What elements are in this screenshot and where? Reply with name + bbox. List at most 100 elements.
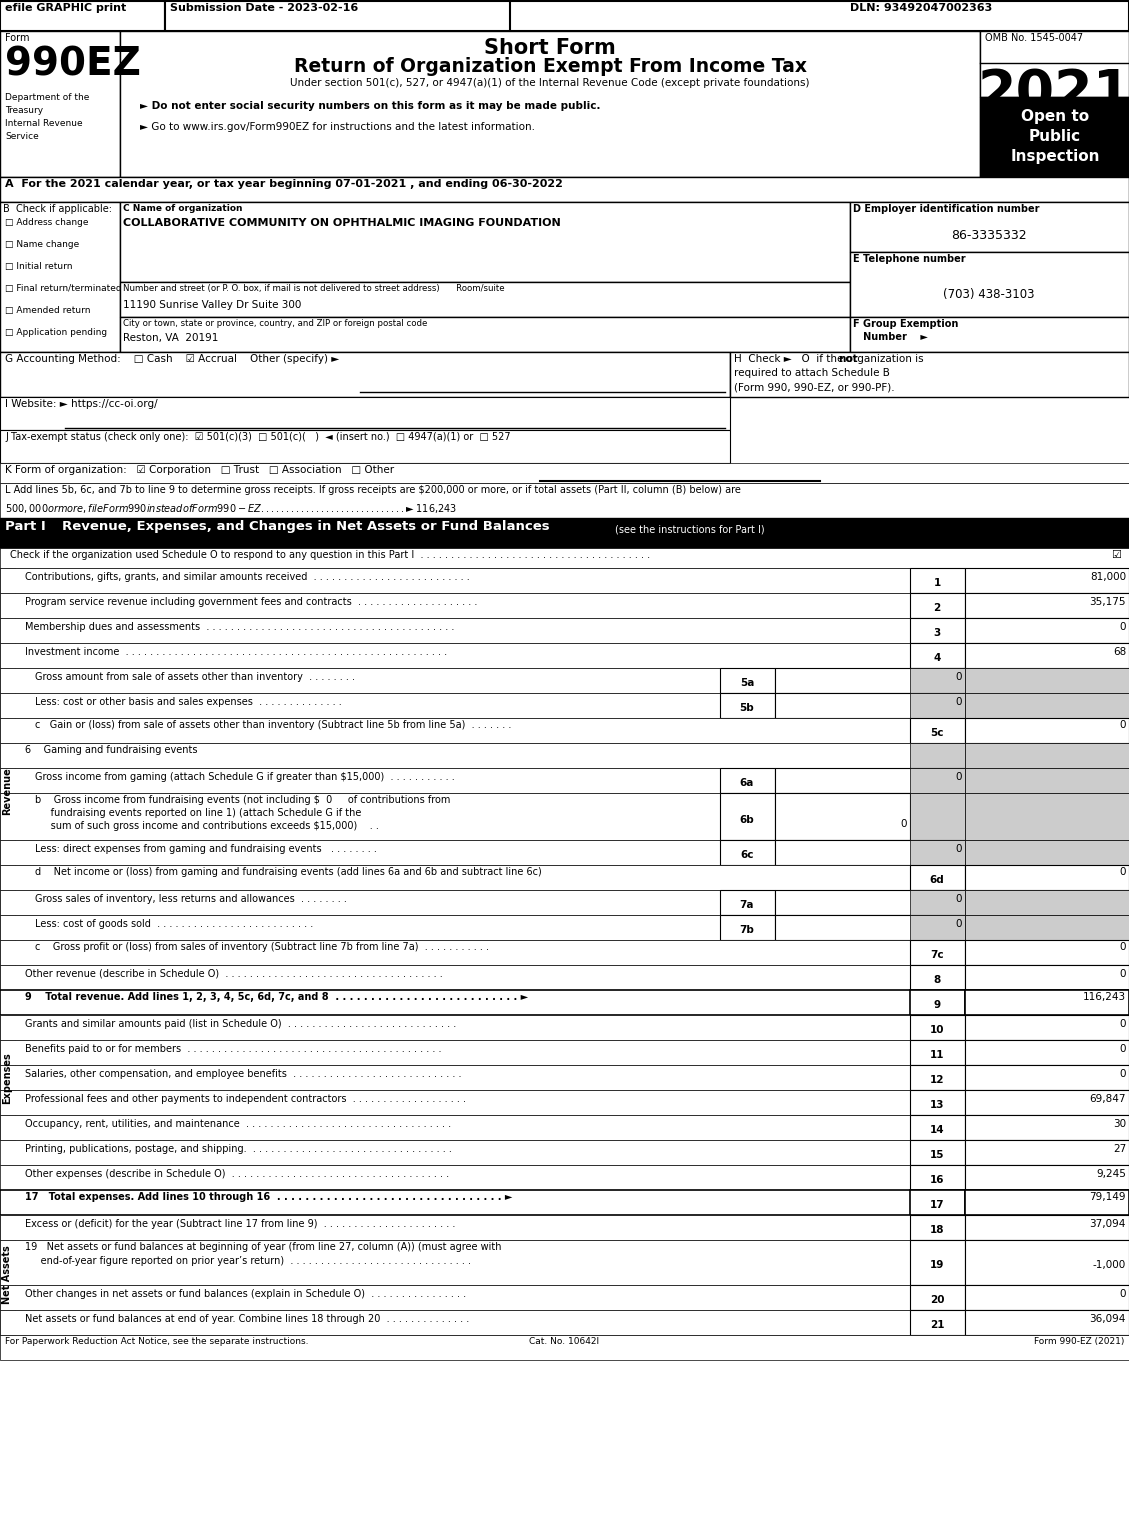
Text: b    Gross income from fundraising events (not including $  0     of contributio: b Gross income from fundraising events (… [35,795,450,805]
Text: 1: 1 [934,578,940,589]
Text: end-of-year figure reported on prior year’s return)  . . . . . . . . . . . . . .: end-of-year figure reported on prior yea… [25,1257,471,1266]
Text: 4: 4 [934,653,940,663]
Text: Gross sales of inventory, less returns and allowances  . . . . . . . .: Gross sales of inventory, less returns a… [35,894,347,904]
Bar [0,352,730,396]
Bar [0,1016,15,1141]
Bar [0,743,1129,769]
Bar [774,793,910,840]
Text: 0: 0 [1120,942,1126,952]
Bar [910,840,965,865]
Bar [0,547,1129,567]
Bar [774,769,965,793]
Text: A  For the 2021 calendar year, or tax year beginning 07-01-2021 , and ending 06-: A For the 2021 calendar year, or tax yea… [5,178,563,189]
Bar [0,718,1129,743]
Text: 19: 19 [930,1260,944,1270]
Bar [0,769,1129,793]
Bar [965,743,1129,769]
Bar [774,668,965,692]
Bar [965,1190,1129,1215]
Text: B  Check if applicable:: B Check if applicable: [3,204,112,214]
Text: ► Go to www.irs.gov/Form990EZ for instructions and the latest information.: ► Go to www.irs.gov/Form990EZ for instru… [140,122,535,133]
Text: □ Initial return: □ Initial return [5,262,72,271]
Bar [0,1215,1129,1240]
Bar [0,668,1129,692]
Text: For Paperwork Reduction Act Notice, see the separate instructions.: For Paperwork Reduction Act Notice, see … [5,1337,308,1347]
Bar [965,840,1129,865]
Text: 17: 17 [929,1200,944,1209]
Bar [774,840,965,865]
Text: (see the instructions for Part I): (see the instructions for Part I) [615,525,764,534]
Text: 0: 0 [955,894,962,904]
Text: City or town, state or province, country, and ZIP or foreign postal code: City or town, state or province, country… [123,319,428,328]
Text: Less: cost of goods sold  . . . . . . . . . . . . . . . . . . . . . . . . . .: Less: cost of goods sold . . . . . . . .… [35,920,313,929]
Text: Return of Organization Exempt From Income Tax: Return of Organization Exempt From Incom… [294,56,806,76]
Text: 81,000: 81,000 [1089,572,1126,583]
Text: 9: 9 [934,1000,940,1010]
Bar [0,965,1129,990]
Text: 0: 0 [1120,1019,1126,1029]
Text: Revenue, Expenses, and Changes in Net Assets or Fund Balances: Revenue, Expenses, and Changes in Net As… [62,520,550,534]
Bar [965,718,1129,743]
Bar [720,915,774,939]
Text: Under section 501(c), 527, or 4947(a)(1) of the Internal Revenue Code (except pr: Under section 501(c), 527, or 4947(a)(1)… [290,78,809,88]
Text: 2021: 2021 [978,67,1129,120]
Text: Submission Date - 2023-02-16: Submission Date - 2023-02-16 [170,3,358,14]
Text: 5b: 5b [739,703,754,714]
Text: (Form 990, 990-EZ, or 990-PF).: (Form 990, 990-EZ, or 990-PF). [734,381,894,392]
Text: 0: 0 [955,920,962,929]
Bar [965,1286,1129,1310]
Text: Grants and similar amounts paid (list in Schedule O)  . . . . . . . . . . . . . : Grants and similar amounts paid (list in… [25,1019,456,1029]
Bar [0,1190,1129,1215]
Bar [0,1016,1129,1040]
Bar [965,1040,1129,1064]
Bar [0,1240,1129,1286]
Bar [910,1240,965,1286]
Bar [0,2,1129,30]
Bar [910,644,965,668]
Text: 8: 8 [934,974,940,985]
Text: 86-3335332: 86-3335332 [952,229,1026,242]
Text: 19   Net assets or fund balances at beginning of year (from line 27, column (A)): 19 Net assets or fund balances at beginn… [25,1241,501,1252]
Text: Salaries, other compensation, and employee benefits  . . . . . . . . . . . . . .: Salaries, other compensation, and employ… [25,1069,462,1080]
Text: Net assets or fund balances at end of year. Combine lines 18 through 20  . . . .: Net assets or fund balances at end of ye… [25,1315,470,1324]
Bar [910,1040,965,1064]
Text: 3: 3 [934,628,940,637]
Bar [910,865,965,891]
Bar [0,915,1129,939]
Text: 10: 10 [930,1025,944,1035]
Text: 15: 15 [930,1150,944,1161]
Text: Excess or (deficit) for the year (Subtract line 17 from line 9)  . . . . . . . .: Excess or (deficit) for the year (Subtra… [25,1218,455,1229]
Bar [0,1090,1129,1115]
Bar [965,915,1129,939]
Text: 30: 30 [1113,1119,1126,1128]
Text: 5a: 5a [739,679,754,688]
Bar [0,518,1129,547]
Text: K Form of organization:   ☑ Corporation   □ Trust   □ Association   □ Other: K Form of organization: ☑ Corporation □ … [5,465,394,474]
Bar [720,769,774,793]
Text: Short Form: Short Form [484,38,616,58]
Text: □ Amended return: □ Amended return [5,307,90,316]
Bar [0,692,1129,718]
Bar [980,98,1129,177]
Text: 14: 14 [929,1125,944,1135]
Bar [965,1115,1129,1141]
Bar [965,692,1129,718]
Bar [910,915,965,939]
Text: Occupancy, rent, utilities, and maintenance  . . . . . . . . . . . . . . . . . .: Occupancy, rent, utilities, and maintena… [25,1119,452,1128]
Bar [0,593,1129,618]
Text: Other revenue (describe in Schedule O)  . . . . . . . . . . . . . . . . . . . . : Other revenue (describe in Schedule O) .… [25,968,443,979]
Text: 0: 0 [955,697,962,708]
Text: Cat. No. 10642I: Cat. No. 10642I [530,1337,599,1347]
Text: 37,094: 37,094 [1089,1218,1126,1229]
Bar [910,618,965,644]
Bar [910,793,965,840]
Bar [0,1215,15,1334]
Bar [850,252,1129,317]
Text: d    Net income or (loss) from gaming and fundraising events (add lines 6a and 6: d Net income or (loss) from gaming and f… [35,868,542,877]
Bar [910,593,965,618]
Text: ☑: ☑ [1111,551,1121,560]
Bar [910,769,965,793]
Bar [910,1190,965,1215]
Bar [0,483,1129,518]
Bar [720,840,774,865]
